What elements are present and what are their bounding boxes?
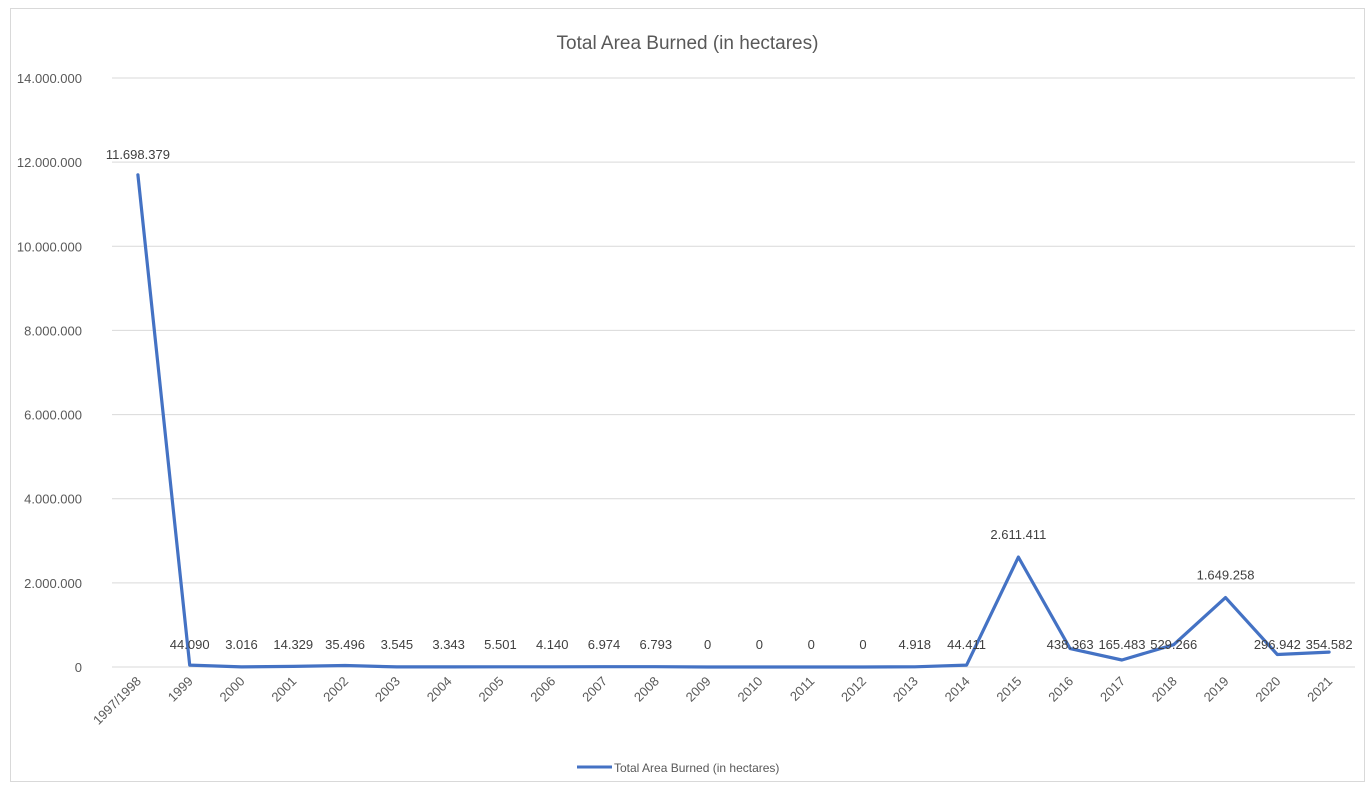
data-label: 3.016: [225, 637, 258, 652]
data-label: 1.649.258: [1197, 568, 1255, 583]
x-tick-label: 2001: [268, 674, 299, 705]
data-label: 11.698.379: [106, 147, 170, 162]
series-group: [136, 173, 1331, 669]
x-tick-label: 2014: [942, 674, 973, 705]
data-label: 3.343: [432, 637, 465, 652]
x-tick-label: 2005: [476, 674, 507, 705]
y-tick-label: 14.000.000: [17, 71, 82, 86]
x-tick-label: 2012: [838, 674, 869, 705]
data-label: 0: [756, 637, 763, 652]
y-tick-label: 8.000.000: [24, 323, 82, 338]
data-label: 438.363: [1047, 637, 1094, 652]
data-label: 354.582: [1306, 637, 1353, 652]
y-tick-label: 12.000.000: [17, 155, 82, 170]
x-tick-label: 2004: [424, 674, 455, 705]
data-label: 44.090: [170, 637, 210, 652]
x-tick-label: 2016: [1045, 674, 1076, 705]
data-label: 2.611.411: [990, 527, 1046, 542]
data-label: 14.329: [273, 637, 313, 652]
data-label: 4.918: [898, 637, 931, 652]
x-tick-label: 2000: [217, 674, 248, 705]
x-tick-label: 2018: [1149, 674, 1180, 705]
data-label: 529.266: [1150, 637, 1197, 652]
x-tick-label: 2002: [320, 674, 351, 705]
y-tick-label: 4.000.000: [24, 492, 82, 507]
data-label: 296.942: [1254, 637, 1301, 652]
data-label: 0: [704, 637, 711, 652]
data-label: 0: [808, 637, 815, 652]
gridlines: [112, 77, 1355, 668]
data-label: 3.545: [381, 637, 414, 652]
x-tick-label: 2015: [993, 674, 1024, 705]
x-tick-label: 2006: [527, 674, 558, 705]
x-tick-label: 2013: [890, 674, 921, 705]
legend: Total Area Burned (in hectares): [577, 761, 779, 775]
data-label: 0: [859, 637, 866, 652]
x-tick-label: 2019: [1201, 674, 1232, 705]
data-label: 44.411: [947, 637, 986, 652]
data-label: 6.974: [588, 637, 621, 652]
x-tick-label: 2007: [579, 674, 610, 705]
y-tick-label: 6.000.000: [24, 408, 82, 423]
data-label: 165.483: [1098, 637, 1145, 652]
legend-label: Total Area Burned (in hectares): [614, 761, 779, 775]
y-axis-tick-labels: 0 2.000.000 4.000.000 6.000.000 8.000.000 10.…: [17, 71, 82, 675]
x-tick-label: 1997/1998: [90, 674, 144, 728]
data-label: 35.496: [325, 637, 365, 652]
x-tick-label: 2021: [1304, 674, 1335, 705]
data-labels: 11.698.379 44.090 3.016 14.329 35.496 3.545 3.…: [106, 147, 1353, 652]
x-tick-label: 1999: [165, 674, 196, 705]
data-label: 5.501: [484, 637, 517, 652]
y-tick-label: 2.000.000: [24, 576, 82, 591]
data-label: 6.793: [640, 637, 673, 652]
chart-area: [10, 8, 1365, 782]
x-tick-label: 2008: [631, 674, 662, 705]
x-tick-label: 2011: [787, 674, 817, 704]
data-label: 4.140: [536, 637, 569, 652]
y-tick-label: 0: [75, 660, 82, 675]
x-tick-label: 2003: [372, 674, 403, 705]
series-line: [136, 173, 1331, 669]
x-tick-label: 2010: [734, 674, 765, 705]
chart-title: Total Area Burned (in hectares): [557, 33, 819, 54]
x-tick-label: 2017: [1097, 674, 1128, 705]
y-tick-label: 10.000.000: [17, 239, 82, 254]
x-axis-tick-labels: 1997/1998 1999 2000 2001 2002 2003 2004 2005 200…: [90, 674, 1335, 728]
x-tick-label: 2020: [1252, 674, 1283, 705]
x-tick-label: 2009: [683, 674, 714, 705]
